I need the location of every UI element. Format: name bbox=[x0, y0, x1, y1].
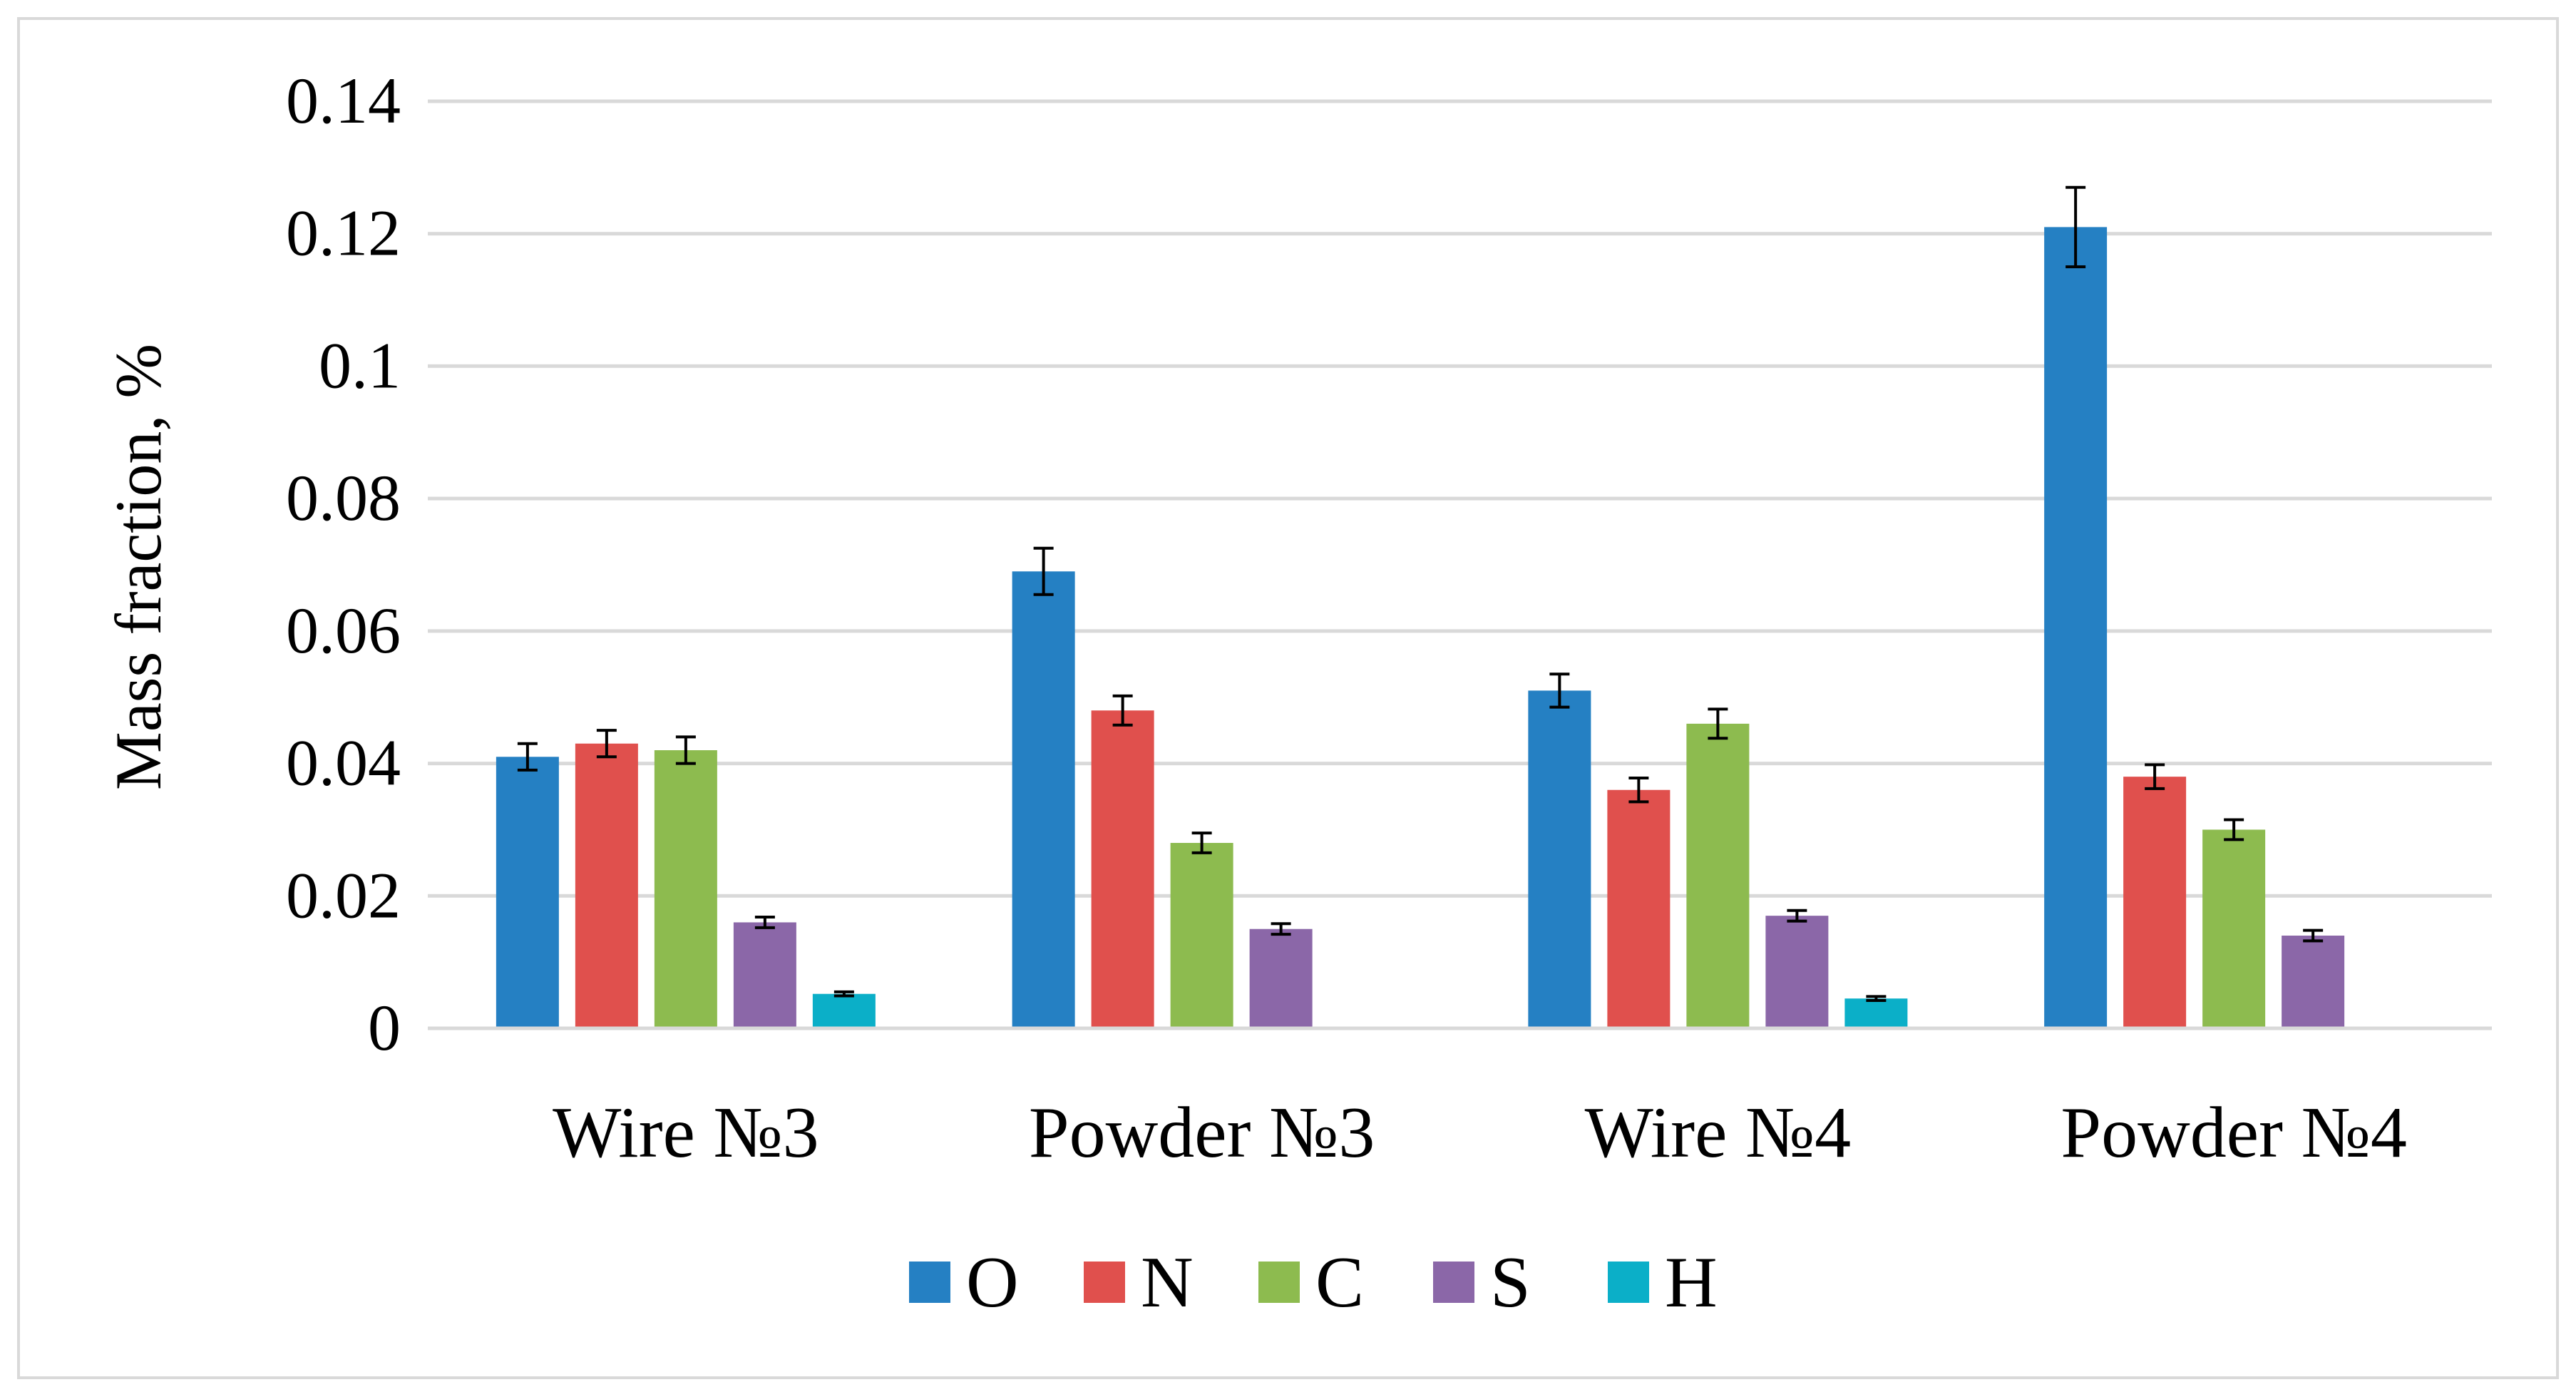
error-bar-S-3 bbox=[2303, 928, 2324, 943]
error-bar-C-2 bbox=[1708, 707, 1728, 740]
x-tick-label: Wire №3 bbox=[553, 1092, 819, 1173]
bar-N-0 bbox=[575, 743, 638, 1028]
y-tick-label: 0.06 bbox=[286, 594, 401, 667]
error-bar-H-2 bbox=[1866, 995, 1887, 1002]
bar-O-3 bbox=[2044, 227, 2108, 1028]
error-bars bbox=[517, 185, 2324, 1002]
legend-swatch bbox=[909, 1262, 950, 1303]
bar-H-0 bbox=[812, 993, 876, 1028]
legend-label: N bbox=[1141, 1242, 1194, 1323]
error-bar-S-1 bbox=[1271, 922, 1291, 936]
legend-swatch bbox=[1258, 1262, 1300, 1303]
chart-border bbox=[17, 17, 2559, 1379]
y-tick-label: 0.04 bbox=[286, 727, 401, 799]
bar-O-2 bbox=[1528, 690, 1591, 1028]
x-tick-label: Powder №3 bbox=[1029, 1092, 1375, 1173]
bar-C-3 bbox=[2202, 829, 2266, 1028]
error-bar-C-0 bbox=[675, 735, 696, 765]
legend-entry-S: S bbox=[1433, 1242, 1531, 1323]
legend-swatch bbox=[1608, 1262, 1649, 1303]
legend-label: C bbox=[1315, 1242, 1364, 1323]
error-bar-O-3 bbox=[2066, 185, 2086, 269]
legend-entry-N: N bbox=[1084, 1242, 1194, 1323]
y-tick-label: 0.14 bbox=[286, 64, 401, 137]
bar-S-0 bbox=[733, 922, 796, 1028]
y-tick-label: 0 bbox=[368, 991, 401, 1064]
y-tick-label: 0.12 bbox=[286, 197, 401, 270]
error-bar-S-2 bbox=[1787, 909, 1807, 923]
y-tick-label: 0.08 bbox=[286, 461, 401, 534]
bar-C-0 bbox=[654, 750, 717, 1028]
bar-S-3 bbox=[2282, 936, 2345, 1028]
legend-swatch bbox=[1433, 1262, 1474, 1303]
bar-N-3 bbox=[2123, 777, 2187, 1028]
error-bar-N-0 bbox=[596, 729, 617, 759]
error-bar-C-1 bbox=[1191, 831, 1212, 854]
bar-S-2 bbox=[1765, 916, 1829, 1028]
y-axis-tick-labels: 0 0.02 0.04 0.06 0.08 0.1 0.12 0.14 bbox=[286, 64, 401, 1064]
bar-N-1 bbox=[1091, 710, 1154, 1028]
bar-C-1 bbox=[1170, 843, 1233, 1028]
error-bar-H-0 bbox=[833, 990, 854, 998]
x-tick-label: Powder №4 bbox=[2061, 1092, 2406, 1173]
error-bar-N-3 bbox=[2145, 763, 2165, 790]
legend-label: H bbox=[1665, 1242, 1718, 1323]
error-bar-O-0 bbox=[517, 742, 538, 772]
bar-O-0 bbox=[496, 757, 559, 1028]
bar-S-1 bbox=[1249, 928, 1313, 1028]
bars bbox=[496, 227, 2424, 1028]
x-tick-label: Wire №4 bbox=[1585, 1092, 1852, 1173]
bar-H-2 bbox=[1844, 998, 1908, 1028]
legend-label: S bbox=[1490, 1242, 1531, 1323]
error-bar-N-1 bbox=[1112, 694, 1133, 727]
bar-O-1 bbox=[1012, 571, 1075, 1028]
error-bar-O-1 bbox=[1033, 546, 1054, 596]
error-bar-O-2 bbox=[1549, 672, 1570, 709]
legend-label: O bbox=[966, 1242, 1019, 1323]
x-axis-tick-labels: Wire №3 Powder №3 Wire №4 Powder №4 bbox=[553, 1092, 2407, 1173]
bar-C-2 bbox=[1686, 723, 1750, 1028]
error-bar-C-3 bbox=[2224, 818, 2244, 841]
legend-entry-H: H bbox=[1608, 1242, 1718, 1323]
legend-entry-C: C bbox=[1258, 1242, 1364, 1323]
legend-swatch bbox=[1084, 1262, 1125, 1303]
y-tick-label: 0.02 bbox=[286, 859, 401, 931]
y-tick-label: 0.1 bbox=[319, 329, 401, 401]
error-bar-N-2 bbox=[1628, 777, 1649, 804]
error-bar-S-0 bbox=[754, 916, 775, 929]
legend-entry-O: O bbox=[909, 1242, 1019, 1323]
y-axis-label: Mass fraction, % bbox=[102, 344, 175, 790]
bar-N-2 bbox=[1607, 789, 1671, 1028]
